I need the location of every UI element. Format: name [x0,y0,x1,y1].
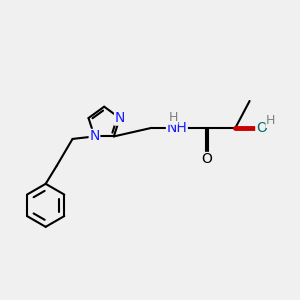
Text: NH: NH [167,121,187,135]
Text: N: N [115,111,125,125]
Text: O: O [202,152,212,167]
Text: N: N [89,129,100,143]
Text: O: O [256,121,267,135]
Text: H: H [266,114,275,128]
Text: H: H [168,111,178,124]
